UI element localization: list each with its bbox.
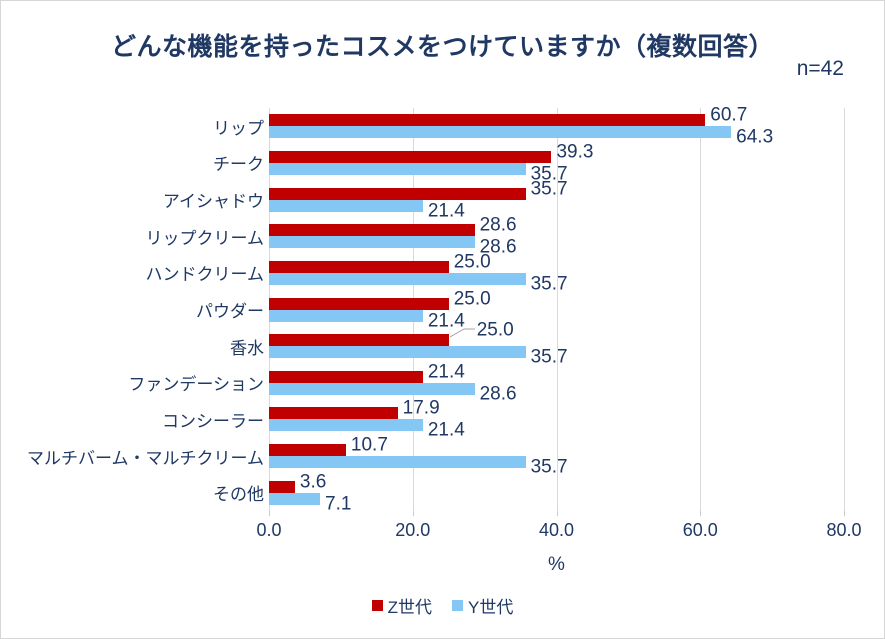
bar-gen-z: 60.7 [269, 106, 747, 127]
value-label: 25.0 [476, 319, 514, 341]
value-label: 35.7 [530, 456, 568, 478]
bar-rows: 60.7 64.3 39.3 35.7 35.7 21.4 28.6 28.6 25.0 35.7… [269, 106, 844, 513]
bar-gen-y: 21.4 [269, 419, 465, 440]
bar-gen-z: 25.0 [269, 289, 491, 310]
value-label: 21.4 [427, 200, 465, 222]
category-axis: リップチークアイシャドウリップクリーム ハンドクリームパウダー香水ファンデーション… [1, 108, 264, 511]
axis-tick [700, 511, 702, 516]
value-label: 10.7 [350, 434, 388, 456]
gridline [700, 108, 702, 511]
bar-gen-z: 25.0 [269, 321, 514, 347]
x-axis-title: % [548, 554, 565, 575]
legend-swatch-gen-y [452, 600, 464, 611]
bar-row: 28.6 28.6 [269, 216, 844, 257]
category-label: リップ [213, 118, 264, 138]
value-label: 35.7 [530, 163, 568, 185]
bar-gen-z: 17.9 [269, 399, 440, 420]
category-label: コンシーラー [162, 411, 264, 431]
bar-row: 25.0 35.7 [269, 252, 844, 293]
plot-area: 60.7 64.3 39.3 35.7 35.7 21.4 28.6 28.6 25.0 35.7… [269, 106, 845, 516]
bar-row: 10.7 35.7 [269, 436, 844, 477]
value-label: 60.7 [710, 104, 748, 126]
bar-gen-y: 28.6 [269, 236, 517, 257]
bar-gen-z: 28.6 [269, 216, 517, 237]
bar-gen-y: 35.7 [269, 272, 568, 293]
bar-row: 39.3 35.7 [269, 142, 844, 183]
bar-gen-y: 21.4 [269, 199, 465, 220]
bar-gen-y: 7.1 [269, 492, 351, 513]
axis-tick [412, 511, 414, 516]
axis-tick [556, 511, 558, 516]
bar-gen-y: 35.7 [269, 456, 568, 477]
value-label: 7.1 [325, 493, 352, 515]
bar-gen-y: 35.7 [269, 346, 568, 367]
bar-row: 25.0 35.7 [269, 321, 844, 367]
value-label: 17.9 [402, 397, 440, 419]
value-label: 28.6 [479, 236, 517, 258]
value-label: 64.3 [736, 126, 774, 148]
chart-title: どんな機能を持ったコスメをつけていますか（複数回答） [110, 33, 774, 61]
value-label: 25.0 [453, 251, 491, 273]
bar-gen-z: 35.7 [269, 179, 568, 200]
bar-row: 35.7 21.4 [269, 179, 844, 220]
value-label: 3.6 [299, 471, 327, 493]
bar-row: 3.6 7.1 [269, 472, 844, 513]
bar-gen-z: 10.7 [269, 436, 388, 457]
legend-item-gen-z: Z世代 [371, 593, 433, 618]
value-label: 28.6 [479, 383, 517, 405]
x-tick-label: 80.0 [826, 520, 862, 540]
gridline [844, 108, 845, 511]
bar-gen-y: 21.4 [269, 309, 465, 330]
axis-tick [844, 511, 845, 516]
bar-gen-z: 25.0 [269, 252, 491, 273]
value-label: 35.7 [530, 178, 568, 200]
bar-row: 25.0 21.4 [269, 289, 844, 330]
category-label: マルチバーム・マルチクリーム [27, 448, 264, 468]
legend-item-gen-y: Y世代 [452, 593, 513, 618]
value-label: 28.6 [479, 214, 517, 236]
bar-gen-y: 35.7 [269, 162, 568, 183]
value-label: 21.4 [427, 310, 465, 332]
bar-gen-z: 21.4 [269, 362, 465, 383]
value-label: 21.4 [427, 361, 465, 383]
value-label: 35.7 [530, 273, 568, 295]
bar-row: 17.9 21.4 [269, 399, 844, 440]
category-label: チーク [213, 155, 264, 175]
legend-label: Y世代 [468, 598, 514, 617]
bar-row: 60.7 64.3 [269, 106, 844, 147]
bar-row: 21.4 28.6 [269, 362, 844, 403]
x-tick-label: 60.0 [682, 520, 718, 540]
legend: Z世代 Y世代 [1, 593, 884, 618]
legend-swatch-gen-z [371, 600, 383, 611]
value-label: 21.4 [427, 419, 465, 441]
x-axis: 0.0 20.0 40.0 60.0 80.0 [256, 520, 861, 542]
axis-tick [269, 511, 270, 516]
legend-label: Z世代 [387, 598, 433, 617]
category-label: パウダー [196, 302, 264, 322]
bar-gen-y: 28.6 [269, 382, 517, 403]
category-label: ハンドクリーム [145, 265, 265, 285]
category-label: リップクリーム [145, 228, 265, 248]
category-label: 香水 [230, 338, 264, 358]
gridline [556, 108, 558, 511]
category-label: ファンデーション [128, 375, 264, 395]
x-tick-label: 0.0 [256, 520, 282, 540]
bar-gen-z: 3.6 [269, 472, 326, 493]
bar-gen-y: 64.3 [269, 126, 773, 147]
x-tick-label: 20.0 [395, 520, 431, 540]
value-label: 39.3 [556, 141, 594, 163]
x-tick-label: 40.0 [538, 520, 575, 540]
category-label: アイシャドウ [162, 192, 264, 212]
bar-gen-z: 39.3 [269, 142, 593, 163]
value-label: 25.0 [453, 288, 491, 310]
category-label: その他 [213, 485, 264, 505]
value-label: 35.7 [530, 346, 568, 368]
label-leader-line [449, 328, 475, 338]
sample-size-label: n=42 [796, 57, 844, 80]
